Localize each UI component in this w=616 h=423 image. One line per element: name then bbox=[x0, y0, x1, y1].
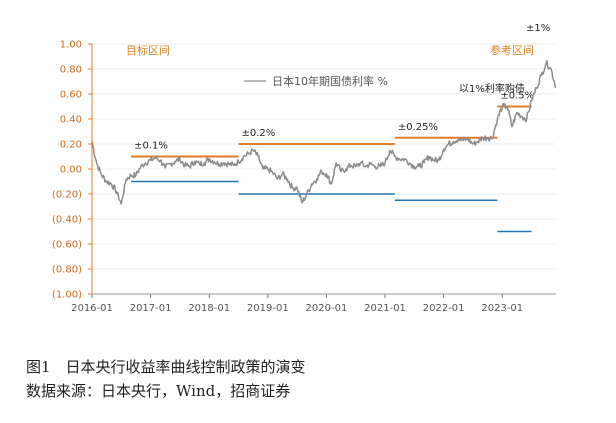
control-bands bbox=[131, 105, 532, 233]
y-tick-label: 0.60 bbox=[60, 90, 82, 101]
x-tick-label: 2020-01 bbox=[306, 303, 348, 314]
y-tick-label: (0.80) bbox=[52, 265, 82, 276]
y-tick-label: (1.00) bbox=[52, 290, 82, 301]
y-tick-label: 0.40 bbox=[60, 115, 82, 126]
series-lines bbox=[91, 59, 557, 205]
y-tick-label: 0.00 bbox=[60, 165, 82, 176]
band-label: ±1% bbox=[526, 23, 550, 34]
y-axis-tick-labels: 1.00 0.80 0.60 0.40 0.20 0.00 (0.20) (0.40) (0.6… bbox=[52, 40, 82, 301]
x-tick-label: 2022-01 bbox=[423, 303, 465, 314]
legend-label: 日本10年期国债利率 % bbox=[272, 74, 388, 88]
y-tick-label: 1.00 bbox=[60, 40, 82, 51]
band-label: ±0.25% bbox=[398, 122, 438, 133]
source-caption: 数据来源：日本央行，Wind，招商证券 bbox=[26, 382, 291, 400]
band-labels: ±0.1% ±0.2% ±0.25% ±0.5% ±1% bbox=[134, 23, 550, 152]
annotation-buy-bonds: 以1%利率购债 bbox=[459, 82, 525, 95]
y-tick-label: 0.80 bbox=[60, 65, 82, 76]
band-label: ±0.1% bbox=[134, 141, 168, 152]
x-tick-label: 2021-01 bbox=[364, 303, 406, 314]
x-tick-label: 2019-01 bbox=[247, 303, 289, 314]
reference-zone-label: 参考区间 bbox=[490, 43, 534, 57]
yield-curve-chart: 1.00 0.80 0.60 0.40 0.20 0.00 (0.20) (0.40) (0.6… bbox=[52, 23, 557, 314]
axes bbox=[88, 43, 556, 298]
x-tick-label: 2023-01 bbox=[481, 303, 523, 314]
band-label: ±0.5% bbox=[500, 91, 534, 102]
x-tick-label: 2018-01 bbox=[188, 303, 230, 314]
series-line-jgb-10y bbox=[91, 59, 557, 205]
band-label: ±0.2% bbox=[242, 128, 276, 139]
y-tick-label: (0.60) bbox=[52, 240, 82, 251]
x-axis-tick-labels: 2016-01 2017-01 2018-01 2019-01 2020-01 2021-… bbox=[71, 303, 523, 314]
figure-caption: 图1 日本央行收益率曲线控制政策的演变 bbox=[26, 358, 306, 376]
y-tick-label: 0.20 bbox=[60, 140, 82, 151]
x-tick-label: 2016-01 bbox=[71, 303, 113, 314]
legend: 日本10年期国债利率 % bbox=[244, 74, 388, 88]
y-tick-label: (0.40) bbox=[52, 215, 82, 226]
target-zone-label: 目标区间 bbox=[126, 43, 170, 57]
y-tick-label: (0.20) bbox=[52, 190, 82, 201]
x-tick-label: 2017-01 bbox=[130, 303, 172, 314]
